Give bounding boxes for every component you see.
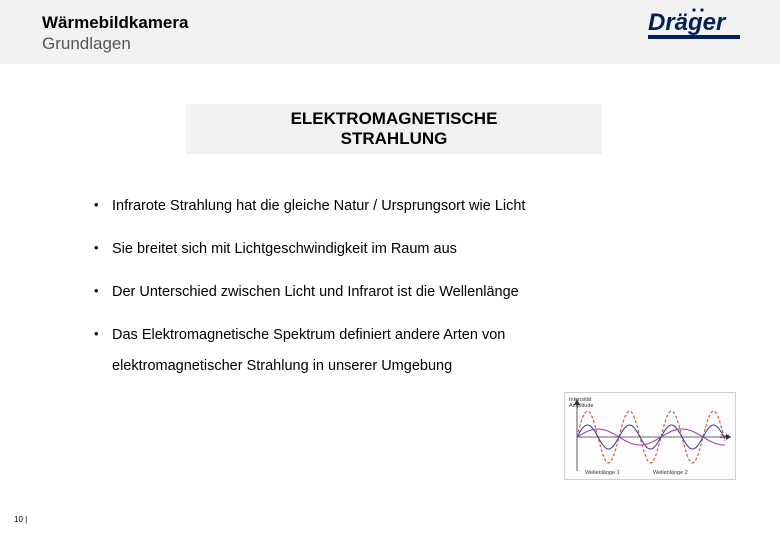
bullet-text: Das Elektromagnetische Spektrum definier… <box>112 325 505 346</box>
bullet-icon: • <box>94 196 112 214</box>
bullet-text: Sie breitet sich mit Lichtgeschwindigkei… <box>112 239 457 260</box>
bullet-icon: • <box>94 239 112 257</box>
brand-logo: Dräger <box>648 6 758 55</box>
list-item: • Das Elektromagnetische Spektrum defini… <box>94 325 694 346</box>
title-line2: Grundlagen <box>42 33 188 54</box>
section-heading-text: ELEKTROMAGNETISCHE STRAHLUNG <box>291 109 498 150</box>
bullet-text: Der Unterschied zwischen Licht und Infra… <box>112 282 519 303</box>
logo-underline <box>648 35 740 39</box>
section-line2: STRAHLUNG <box>341 129 448 148</box>
logo-text: Dräger <box>648 9 727 36</box>
bullet-text: Infrarote Strahlung hat die gleiche Natu… <box>112 196 525 217</box>
bottom-label-2: Wellenlänge 2 <box>653 470 688 476</box>
bullet-continuation: elektromagnetischer Strahlung in unserer… <box>112 356 694 377</box>
section-heading-bar: ELEKTROMAGNETISCHE STRAHLUNG <box>186 104 602 154</box>
title-block: Wärmebildkamera Grundlagen <box>42 12 188 55</box>
section-line1: ELEKTROMAGNETISCHE <box>291 109 498 128</box>
x-axis-label: Zeit <box>720 434 729 440</box>
page-number: 10 | <box>14 515 27 524</box>
wave-chart: Intensität Amplitude Zeit Wellenlänge 1 … <box>564 392 736 480</box>
list-item: • Infrarote Strahlung hat die gleiche Na… <box>94 196 694 217</box>
bullet-list: • Infrarote Strahlung hat die gleiche Na… <box>94 196 694 399</box>
bullet-icon: • <box>94 325 112 343</box>
list-item: • Sie breitet sich mit Lichtgeschwindigk… <box>94 239 694 260</box>
list-item: • Der Unterschied zwischen Licht und Inf… <box>94 282 694 303</box>
title-line1: Wärmebildkamera <box>42 12 188 33</box>
bullet-icon: • <box>94 282 112 300</box>
y-axis-label-2: Amplitude <box>569 403 593 409</box>
y-axis-label: Intensität Amplitude <box>569 397 593 409</box>
bottom-label-1: Wellenlänge 1 <box>585 470 620 476</box>
